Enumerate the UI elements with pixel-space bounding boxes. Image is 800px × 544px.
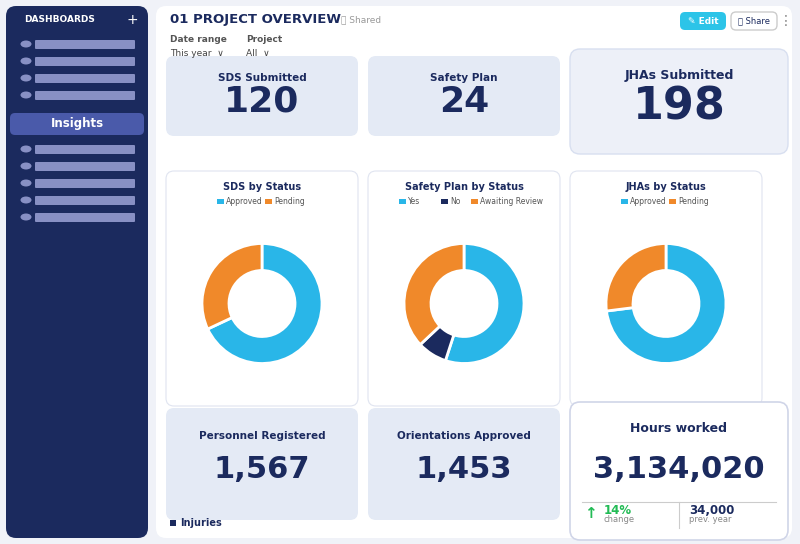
FancyBboxPatch shape (731, 12, 777, 30)
Ellipse shape (21, 180, 31, 187)
FancyBboxPatch shape (6, 6, 148, 538)
Bar (399, 199, 406, 204)
Bar (441, 199, 448, 204)
Text: DASHBOARDS: DASHBOARDS (24, 15, 95, 24)
Bar (170, 520, 176, 526)
Wedge shape (606, 244, 666, 311)
FancyBboxPatch shape (570, 171, 762, 406)
Text: 1,453: 1,453 (416, 455, 512, 485)
Wedge shape (202, 244, 262, 329)
Ellipse shape (21, 213, 31, 220)
Wedge shape (420, 326, 454, 361)
Text: Yes: Yes (408, 196, 420, 206)
Wedge shape (404, 244, 464, 344)
Bar (217, 199, 224, 204)
Text: 3,134,020: 3,134,020 (593, 455, 765, 485)
Text: Safety Plan: Safety Plan (430, 73, 498, 83)
Text: Safety Plan by Status: Safety Plan by Status (405, 182, 523, 192)
Text: Approved: Approved (226, 196, 262, 206)
Bar (621, 199, 628, 204)
FancyBboxPatch shape (10, 113, 144, 135)
FancyBboxPatch shape (166, 56, 358, 136)
Bar (471, 199, 478, 204)
Text: Orientations Approved: Orientations Approved (397, 431, 531, 441)
FancyBboxPatch shape (570, 49, 788, 154)
Text: 34,000: 34,000 (689, 504, 734, 516)
Text: 24: 24 (439, 85, 489, 119)
Ellipse shape (21, 163, 31, 170)
Text: Pending: Pending (678, 196, 709, 206)
FancyBboxPatch shape (570, 402, 788, 540)
FancyBboxPatch shape (35, 91, 135, 100)
Text: Approved: Approved (630, 196, 666, 206)
Text: Pending: Pending (274, 196, 305, 206)
FancyBboxPatch shape (35, 179, 135, 188)
FancyBboxPatch shape (35, 57, 135, 66)
Text: ✎ Edit: ✎ Edit (688, 16, 718, 26)
Text: Insights: Insights (50, 118, 103, 131)
Text: Injuries: Injuries (180, 518, 222, 528)
Ellipse shape (21, 196, 31, 203)
Text: Personnel Registered: Personnel Registered (198, 431, 326, 441)
Text: ↑: ↑ (584, 506, 596, 522)
FancyBboxPatch shape (368, 56, 560, 136)
Bar (265, 199, 272, 204)
Text: All  ∨: All ∨ (246, 48, 270, 58)
FancyBboxPatch shape (156, 6, 792, 538)
Wedge shape (446, 244, 524, 363)
FancyBboxPatch shape (368, 408, 560, 520)
Text: 👥 Shared: 👥 Shared (341, 15, 381, 24)
Text: Hours worked: Hours worked (630, 422, 727, 435)
FancyBboxPatch shape (35, 196, 135, 205)
Text: No: No (450, 196, 460, 206)
Ellipse shape (21, 91, 31, 98)
Text: 1,567: 1,567 (214, 455, 310, 485)
Wedge shape (208, 244, 322, 363)
Text: change: change (604, 516, 635, 524)
Text: 198: 198 (633, 86, 726, 129)
FancyBboxPatch shape (35, 213, 135, 222)
FancyBboxPatch shape (368, 171, 560, 406)
Text: 14%: 14% (604, 504, 632, 516)
Text: 120: 120 (224, 85, 300, 119)
FancyBboxPatch shape (166, 171, 358, 406)
Text: 👥 Share: 👥 Share (738, 16, 770, 26)
Ellipse shape (21, 40, 31, 47)
Text: JHAs by Status: JHAs by Status (626, 182, 706, 192)
Text: 01 PROJECT OVERVIEW: 01 PROJECT OVERVIEW (170, 14, 341, 27)
FancyBboxPatch shape (35, 40, 135, 49)
Text: +: + (126, 13, 138, 27)
Wedge shape (606, 244, 726, 363)
Text: Awaiting Review: Awaiting Review (480, 196, 543, 206)
Ellipse shape (21, 145, 31, 152)
FancyBboxPatch shape (35, 74, 135, 83)
Text: This year  ∨: This year ∨ (170, 48, 224, 58)
Text: SDS by Status: SDS by Status (223, 182, 301, 192)
FancyBboxPatch shape (35, 162, 135, 171)
Ellipse shape (21, 75, 31, 82)
Text: JHAs Submitted: JHAs Submitted (624, 69, 734, 82)
FancyBboxPatch shape (35, 145, 135, 154)
Ellipse shape (21, 58, 31, 65)
Text: Date range: Date range (170, 35, 227, 45)
Text: ⋮: ⋮ (779, 14, 793, 28)
FancyBboxPatch shape (166, 408, 358, 520)
Text: SDS Submitted: SDS Submitted (218, 73, 306, 83)
FancyBboxPatch shape (680, 12, 726, 30)
Text: prev. year: prev. year (689, 516, 731, 524)
Bar (669, 199, 676, 204)
Text: Project: Project (246, 35, 282, 45)
